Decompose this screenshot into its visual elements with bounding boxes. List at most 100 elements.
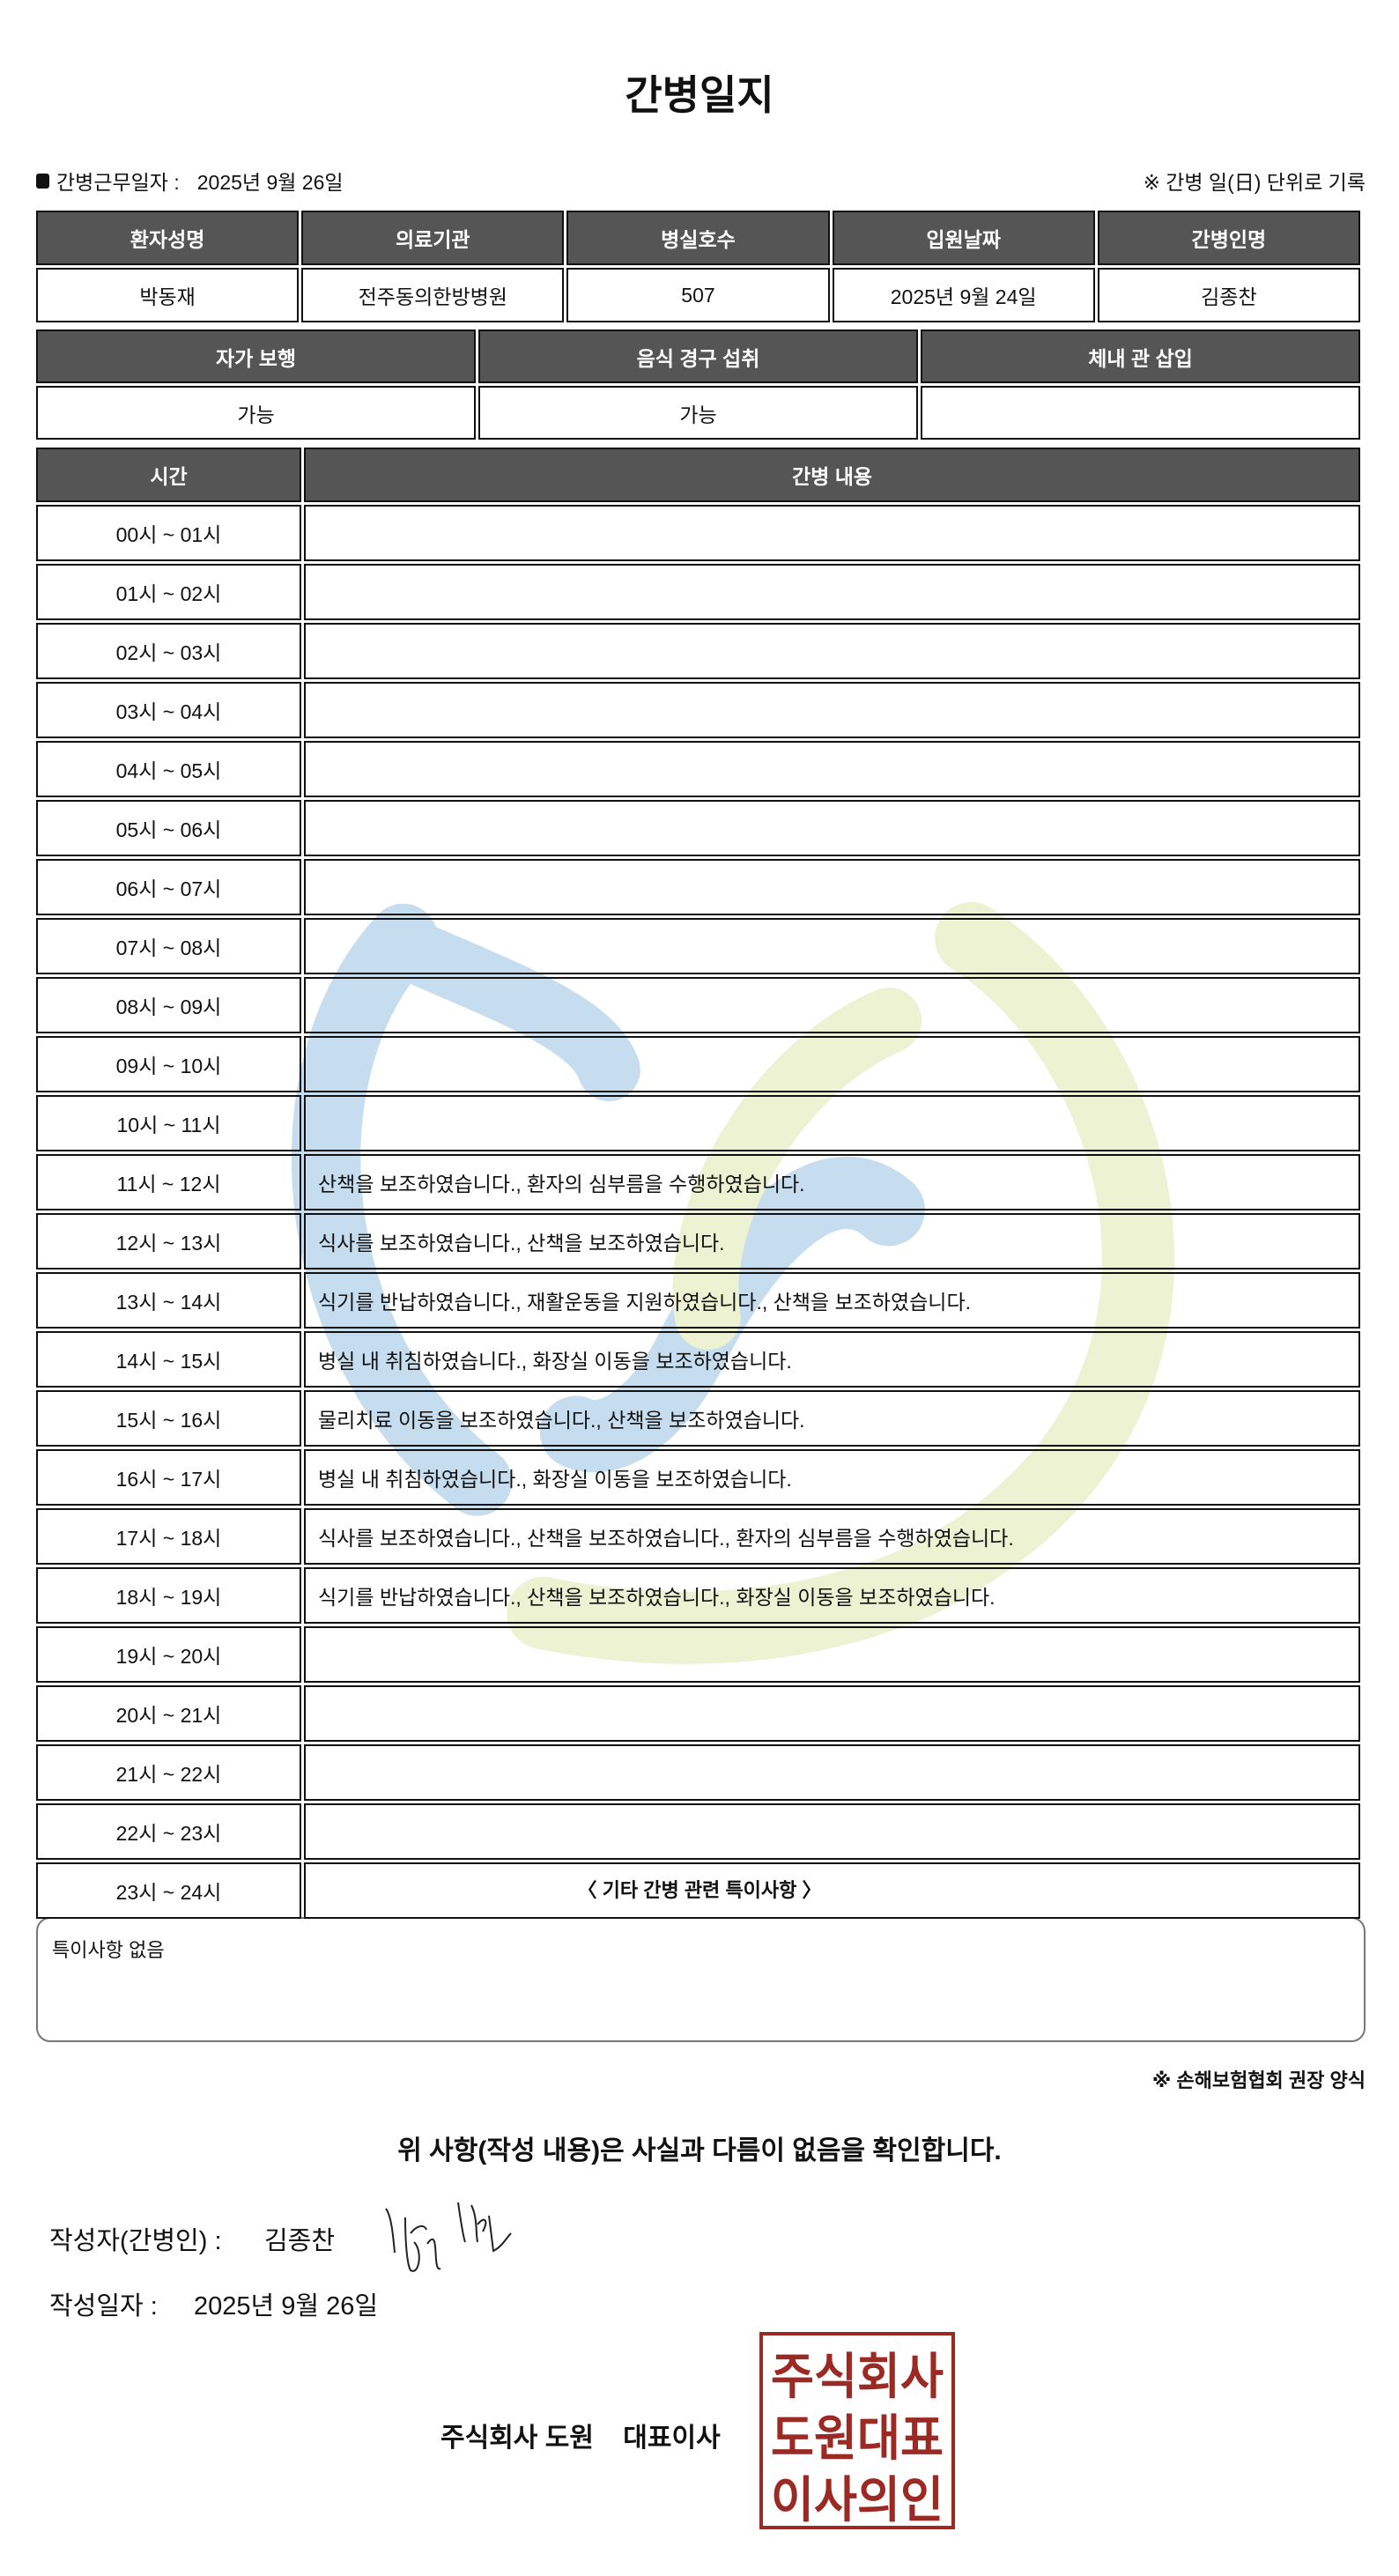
table-row: 01시 ~ 02시 <box>36 564 1360 620</box>
care-content-cell <box>304 1744 1360 1801</box>
time-cell: 22시 ~ 23시 <box>36 1803 301 1860</box>
page-title: 간병일지 <box>625 72 774 118</box>
table-row: 04시 ~ 05시 <box>36 741 1360 797</box>
header-oral-intake: 음식 경구 섭취 <box>478 329 918 383</box>
care-content-cell <box>304 1862 1360 1919</box>
care-content-cell: 식기를 반납하였습니다., 재활운동을 지원하였습니다., 산책을 보조하였습니… <box>304 1272 1360 1329</box>
care-content-cell <box>304 1036 1360 1092</box>
care-content-cell <box>304 623 1360 679</box>
header-patient-name: 환자성명 <box>36 211 300 265</box>
table-row: 17시 ~ 18시 식사를 보조하였습니다., 산책을 보조하였습니다., 환자의… <box>36 1508 1360 1565</box>
care-content-cell <box>304 564 1360 620</box>
time-cell: 23시 ~ 24시 <box>36 1862 301 1919</box>
written-date-value: 2025년 9월 26일 <box>194 2292 379 2321</box>
special-notes-title: 〈 기타 간병 관련 특이사항 〉 <box>577 1879 822 1901</box>
care-content-cell <box>304 505 1360 561</box>
care-content-cell <box>304 918 1360 974</box>
table-row: 07시 ~ 08시 <box>36 918 1360 974</box>
time-cell: 03시 ~ 04시 <box>36 682 301 738</box>
author-label: 작성자(간병인) : <box>49 2227 222 2255</box>
patient-name: 박동재 <box>36 268 300 322</box>
work-date-value: 2025년 9월 26일 <box>196 171 344 194</box>
table-row: 20시 ~ 21시 <box>36 1685 1360 1742</box>
table-row: 08시 ~ 09시 <box>36 977 1360 1033</box>
time-cell: 17시 ~ 18시 <box>36 1508 301 1565</box>
care-log-table: 시간 간병 내용 00시 ~ 01시 01시 ~ 02시 02시 ~ 03시 03시 … <box>33 445 1363 1921</box>
care-content-cell: 산책을 보조하였습니다., 환자의 심부름을 수행하였습니다. <box>304 1154 1360 1210</box>
company-seal: 주식회사 도원대표 이사의인 <box>759 2332 955 2529</box>
table-row: 12시 ~ 13시 식사를 보조하였습니다., 산책을 보조하였습니다. <box>36 1213 1360 1269</box>
time-cell: 02시 ~ 03시 <box>36 623 301 679</box>
author-name: 김종찬 <box>264 2227 336 2255</box>
header-caregiver: 간병인명 <box>1097 211 1360 265</box>
time-cell: 14시 ~ 15시 <box>36 1331 301 1388</box>
table-row: 21시 ~ 22시 <box>36 1744 1360 1801</box>
table-row: 13시 ~ 14시 식기를 반납하였습니다., 재활운동을 지원하였습니다., 산… <box>36 1272 1360 1329</box>
time-cell: 13시 ~ 14시 <box>36 1272 301 1329</box>
bullet-square-icon <box>36 173 49 189</box>
header-walking: 자가 보행 <box>36 329 476 383</box>
time-cell: 16시 ~ 17시 <box>36 1449 301 1506</box>
header-room: 병실호수 <box>566 211 830 265</box>
care-content-cell <box>304 682 1360 738</box>
table-row: 11시 ~ 12시 산책을 보조하였습니다., 환자의 심부름을 수행하였습니다. <box>36 1154 1360 1210</box>
special-notes-text: 특이사항 없음 <box>52 1939 165 1961</box>
table-row: 10시 ~ 11시 <box>36 1095 1360 1151</box>
patient-info-table: 환자성명 의료기관 병실호수 입원날짜 간병인명 박동재 전주동의한방병원 50… <box>33 208 1363 325</box>
time-cell: 05시 ~ 06시 <box>36 800 301 856</box>
seal-graphic: 주식회사 도원대표 이사의인 <box>771 2349 944 2528</box>
table-row: 05시 ~ 06시 <box>36 800 1360 856</box>
time-cell: 01시 ~ 02시 <box>36 564 301 620</box>
admission-date: 2025년 9월 24일 <box>832 268 1095 322</box>
special-notes-box: 특이사항 없음 <box>36 1917 1366 2042</box>
care-content-cell: 병실 내 취침하였습니다., 화장실 이동을 보조하였습니다. <box>304 1331 1360 1388</box>
time-cell: 15시 ~ 16시 <box>36 1390 301 1447</box>
oral-intake-value: 가능 <box>478 386 918 440</box>
svg-text:주식회사: 주식회사 <box>771 2349 944 2404</box>
svg-text:이사의인: 이사의인 <box>771 2472 944 2526</box>
care-content-cell: 식기를 반납하였습니다., 산책을 보조하였습니다., 화장실 이동을 보조하였… <box>304 1567 1360 1624</box>
time-cell: 00시 ~ 01시 <box>36 505 301 561</box>
work-date-label: 간병근무일자 : <box>56 171 180 194</box>
header-time: 시간 <box>36 448 301 502</box>
time-cell: 08시 ~ 09시 <box>36 977 301 1033</box>
care-content-cell: 물리치료 이동을 보조하였습니다., 산책을 보조하였습니다. <box>304 1390 1360 1447</box>
care-content-cell <box>304 1626 1360 1683</box>
table-row: 19시 ~ 20시 <box>36 1626 1360 1683</box>
table-row: 14시 ~ 15시 병실 내 취침하였습니다., 화장실 이동을 보조하였습니다. <box>36 1331 1360 1388</box>
table-row: 03시 ~ 04시 <box>36 682 1360 738</box>
time-cell: 09시 ~ 10시 <box>36 1036 301 1092</box>
table-row: 00시 ~ 01시 <box>36 505 1360 561</box>
care-content-cell <box>304 1095 1360 1151</box>
care-content-cell: 병실 내 취침하였습니다., 화장실 이동을 보조하였습니다. <box>304 1449 1360 1506</box>
time-cell: 20시 ~ 21시 <box>36 1685 301 1742</box>
form-note: ※ 손해보험협회 권장 양식 <box>1151 2069 1366 2091</box>
header-care-content: 간병 내용 <box>304 448 1360 502</box>
unit-note: ※ 간병 일(日) 단위로 기록 <box>1143 171 1366 194</box>
time-cell: 19시 ~ 20시 <box>36 1626 301 1683</box>
table-row: 02시 ~ 03시 <box>36 623 1360 679</box>
care-content-cell <box>304 1685 1360 1742</box>
time-cell: 11시 ~ 12시 <box>36 1154 301 1210</box>
room-number: 507 <box>566 268 830 322</box>
svg-text:도원대표: 도원대표 <box>771 2410 944 2466</box>
table-row: 16시 ~ 17시 병실 내 취침하였습니다., 화장실 이동을 보조하였습니다. <box>36 1449 1360 1506</box>
header-tube: 체내 관 삽입 <box>921 329 1360 383</box>
company-representative: 주식회사 도원 대표이사 <box>440 2424 721 2453</box>
time-cell: 18시 ~ 19시 <box>36 1567 301 1624</box>
time-cell: 06시 ~ 07시 <box>36 859 301 915</box>
table-row: 22시 ~ 23시 <box>36 1803 1360 1860</box>
table-row: 18시 ~ 19시 식기를 반납하였습니다., 산책을 보조하였습니다., 화장실… <box>36 1567 1360 1624</box>
care-content-cell <box>304 859 1360 915</box>
signature <box>385 2202 512 2272</box>
hospital: 전주동의한방병원 <box>301 268 565 322</box>
table-row: 09시 ~ 10시 <box>36 1036 1360 1092</box>
header-admission-date: 입원날짜 <box>832 211 1095 265</box>
time-cell: 10시 ~ 11시 <box>36 1095 301 1151</box>
table-row: 23시 ~ 24시 <box>36 1862 1360 1919</box>
care-content-cell: 식사를 보조하였습니다., 산책을 보조하였습니다. <box>304 1213 1360 1269</box>
tube-value <box>921 386 1360 440</box>
work-date: 간병근무일자 : 2025년 9월 26일 <box>36 166 344 196</box>
time-cell: 07시 ~ 08시 <box>36 918 301 974</box>
walking-value: 가능 <box>36 386 476 440</box>
